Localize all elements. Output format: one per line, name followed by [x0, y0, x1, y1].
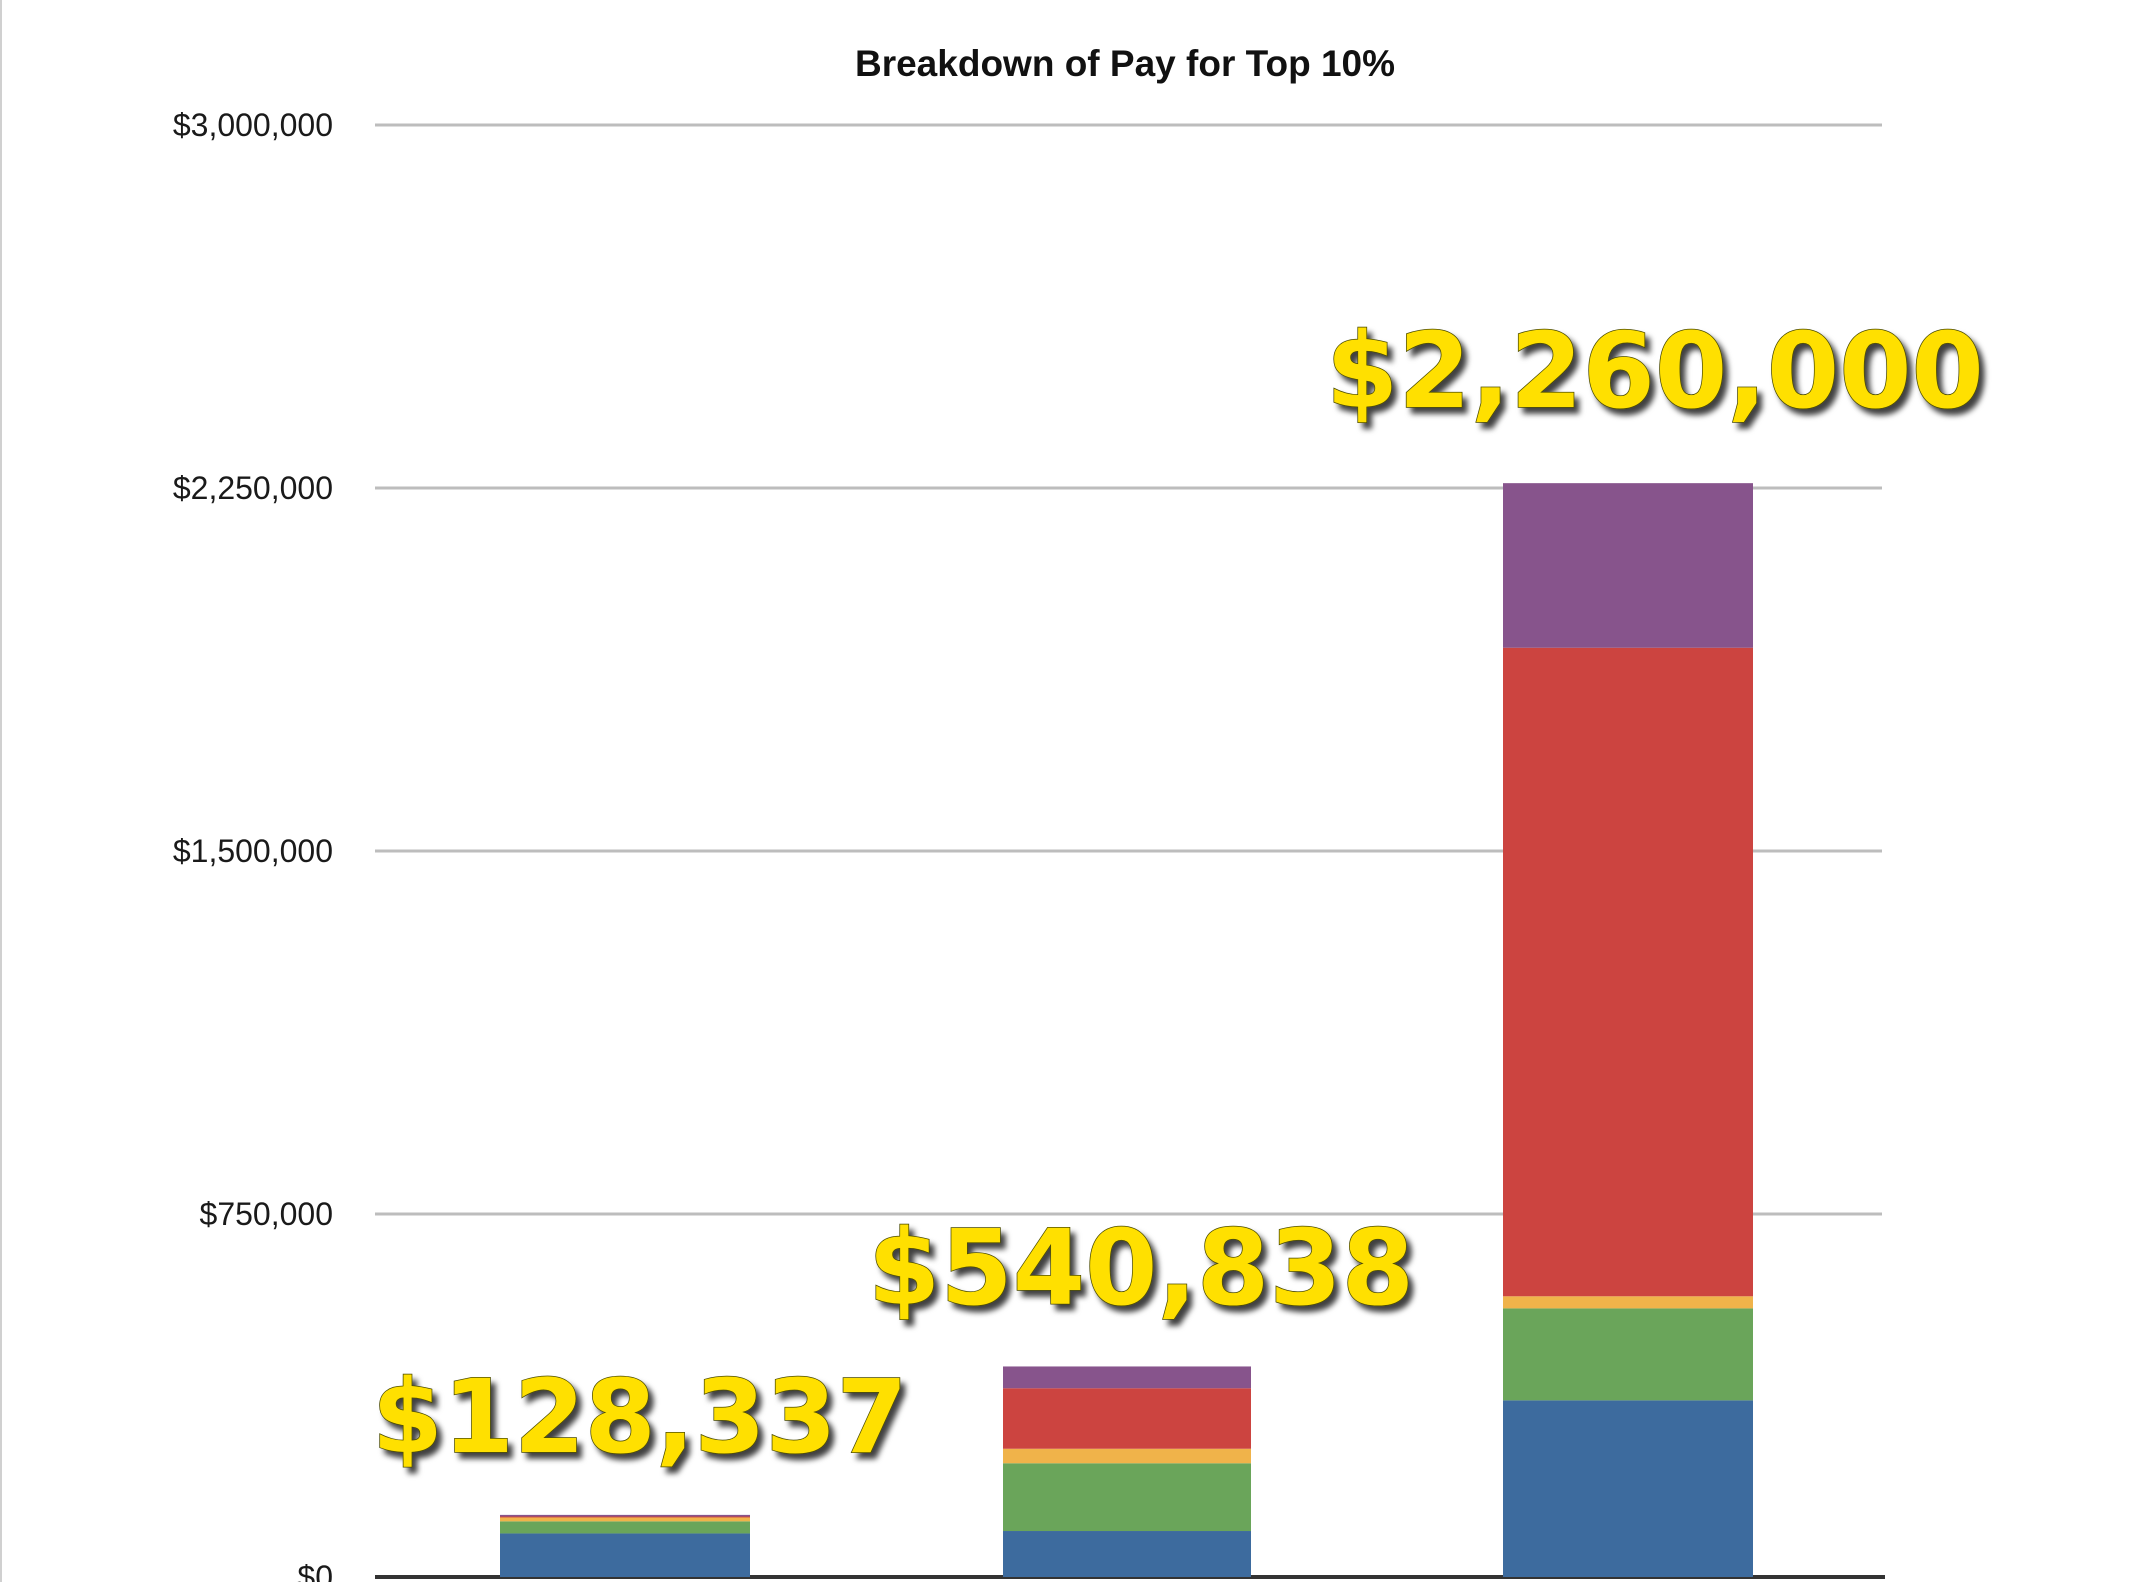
bar-segment: [1503, 1400, 1753, 1577]
bar-segment: [1503, 647, 1753, 1297]
bar-segment: [1003, 1388, 1251, 1449]
y-tick-label: $750,000: [200, 1196, 333, 1232]
y-tick-label: $3,000,000: [173, 107, 333, 143]
y-tick-label: $0: [297, 1559, 333, 1582]
bar-segment: [1503, 1308, 1753, 1401]
bar-segment: [1003, 1531, 1251, 1577]
bar-segment: [500, 1521, 750, 1534]
bar-segment: [500, 1516, 750, 1518]
bar-segment: [500, 1514, 750, 1517]
total-label: $128,337: [372, 1358, 908, 1477]
bar-segment: [1503, 483, 1753, 648]
bar-segment: [1503, 1296, 1753, 1309]
chart-title: Breakdown of Pay for Top 10%: [855, 43, 1395, 84]
y-axis-tick-labels: $0 $750,000 $1,500,000 $2,250,000 $3,000,000: [173, 107, 333, 1582]
total-labels: $128,337 $540,838 $2,260,000: [371, 309, 1984, 1478]
bar-segment: [500, 1533, 750, 1577]
total-label: $540,838: [868, 1207, 1414, 1329]
bar-segment: [500, 1517, 750, 1522]
bar-segment: [1003, 1366, 1251, 1389]
y-tick-label: $2,250,000: [173, 470, 333, 506]
total-label: $2,260,000: [1326, 310, 1984, 432]
bar-segment: [1003, 1448, 1251, 1464]
y-tick-label: $1,500,000: [173, 833, 333, 869]
stacked-bars: [500, 483, 1753, 1577]
bar-segment: [1003, 1463, 1251, 1532]
